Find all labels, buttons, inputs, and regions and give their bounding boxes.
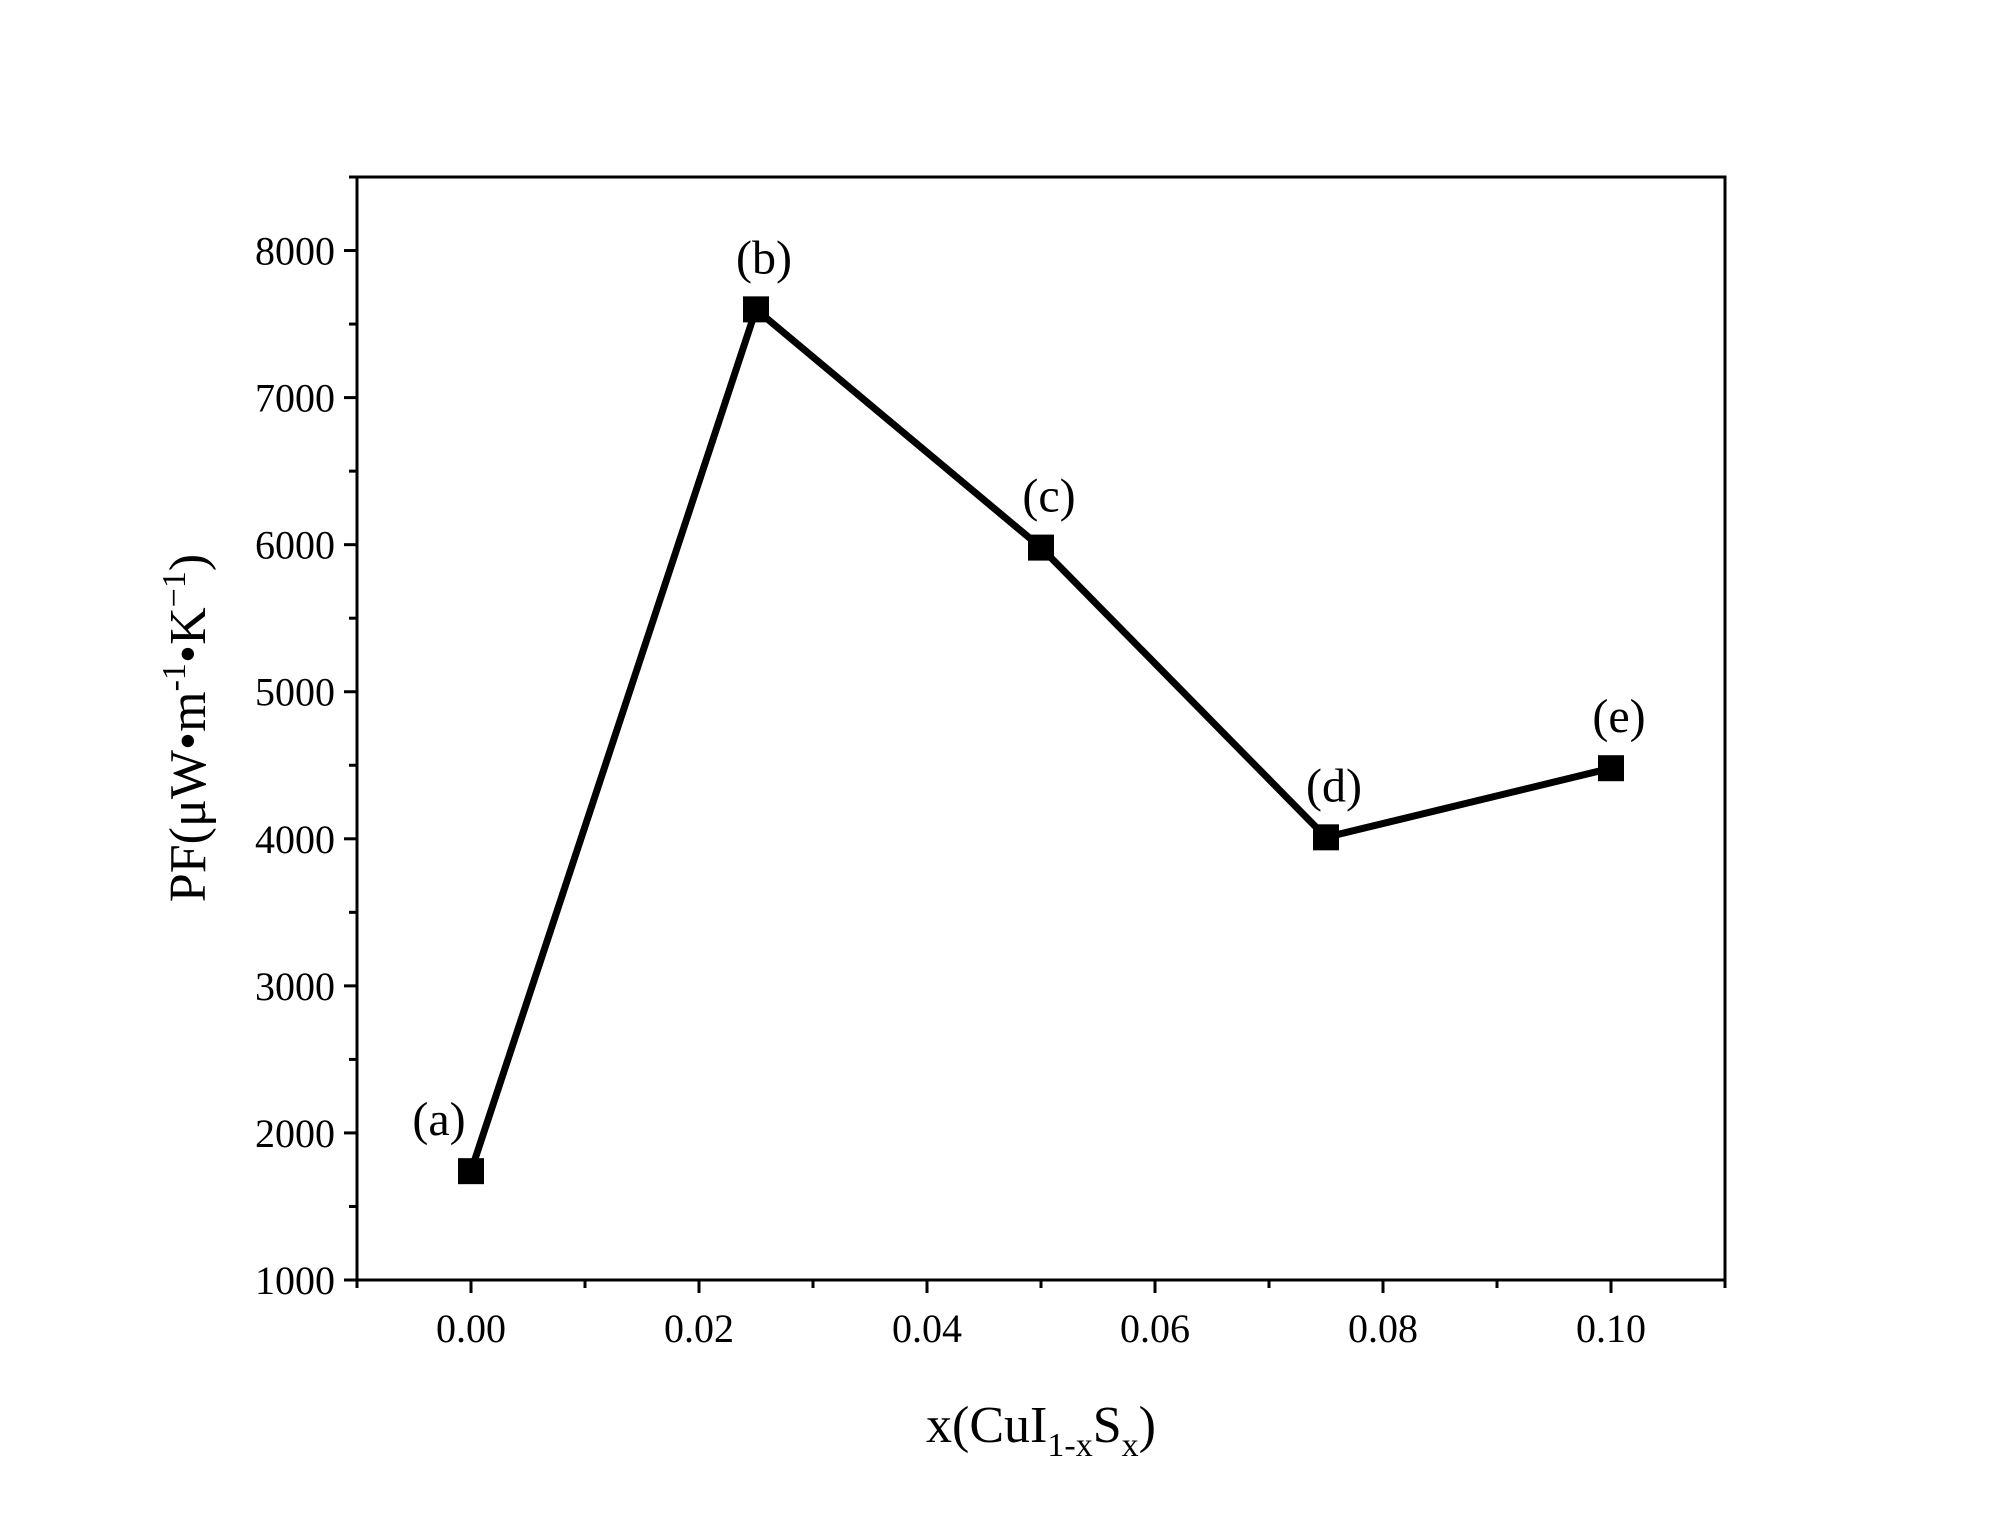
series-segment <box>753 306 1044 551</box>
y-tick-label: 7000 <box>255 376 335 421</box>
point-label: (a) <box>412 1093 465 1146</box>
point-labels: (a) (b) (c) (d) (e) <box>412 231 1645 1146</box>
y-tick-label: 1000 <box>255 1258 335 1303</box>
data-point-marker <box>1313 824 1339 851</box>
x-axis-ticks: 0.00 0.02 0.04 0.06 0.08 0.10 <box>355 1280 1727 1351</box>
x-tick-label: 0.08 <box>1348 1306 1418 1351</box>
y-axis-title: PF(μW•m-1•K−1) <box>156 554 217 902</box>
x-tick-label: 0.10 <box>1576 1306 1646 1351</box>
series-segment <box>1038 545 1329 840</box>
x-tick-label: 0.02 <box>664 1306 734 1351</box>
y-tick-label: 4000 <box>255 817 335 862</box>
y-axis-ticks: 1000 2000 3000 4000 5000 6000 7000 8000 <box>255 175 357 1303</box>
y-tick-label: 5000 <box>255 670 335 715</box>
series-segment <box>467 308 760 1173</box>
y-tick-label: 2000 <box>255 1111 335 1156</box>
x-axis-title: x(CuI1-xSx) <box>926 1397 1156 1464</box>
data-point-marker <box>1028 534 1054 561</box>
x-tick-label: 0.06 <box>1120 1306 1190 1351</box>
x-tick-label: 0.00 <box>436 1306 506 1351</box>
point-label: (d) <box>1306 759 1362 812</box>
x-tick-label: 0.04 <box>892 1306 962 1351</box>
y-tick-label: 6000 <box>255 523 335 568</box>
series-segment <box>1325 764 1612 841</box>
point-label: (c) <box>1022 470 1075 523</box>
y-tick-label: 8000 <box>255 229 335 274</box>
data-markers <box>458 296 1624 1185</box>
data-point-marker <box>458 1158 484 1185</box>
series-line <box>467 306 1612 1173</box>
y-tick-label: 3000 <box>255 964 335 1009</box>
data-point-marker <box>743 296 769 323</box>
data-point-marker <box>1598 755 1624 782</box>
point-label: (e) <box>1592 690 1645 743</box>
point-label: (b) <box>736 231 792 284</box>
plot-frame <box>355 175 1727 1282</box>
